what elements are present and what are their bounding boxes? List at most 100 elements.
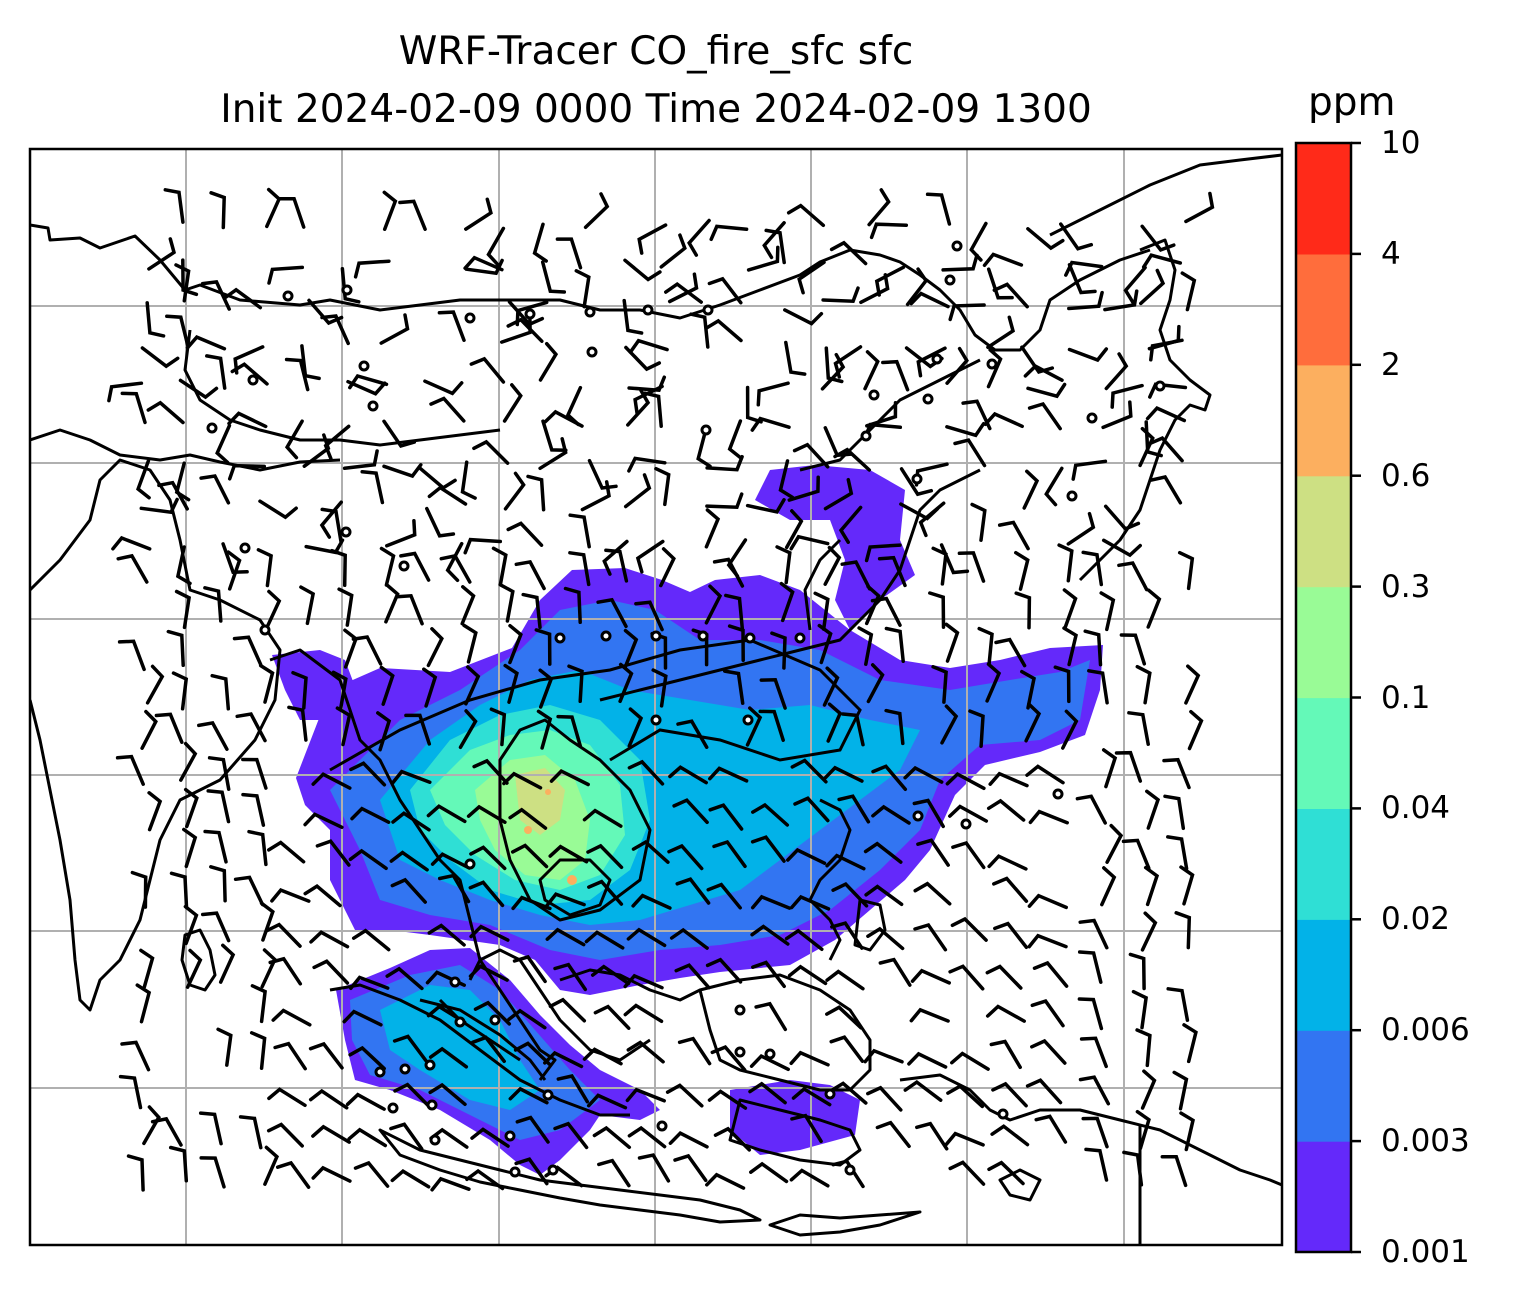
wind-barb [218,943,236,984]
colorbar-tick-label: 0.6 [1381,457,1431,494]
wind-barb [871,764,908,792]
wind-barb [1135,664,1152,705]
wind-barb [521,592,542,630]
wind-barb [145,301,166,338]
wind-barb [508,1086,549,1105]
wind-barb [258,663,275,704]
wind-barb [508,623,523,665]
wind-barb [992,876,1029,903]
wind-barb [507,1008,547,1030]
wind-barb [238,1115,263,1150]
wind-barb [330,548,347,588]
wind-barb [622,298,644,335]
wind-barb [987,1160,1025,1186]
wind-barb [1141,253,1183,269]
wind-barb [473,1000,512,1026]
wind-barb [458,709,478,750]
wind-barb [423,379,464,396]
wind-barb [968,709,985,748]
wind-barb [916,346,947,378]
wind-barb [745,706,763,747]
wind-barb [335,706,352,747]
wind-barb [120,391,147,425]
wind-barb [871,804,911,825]
wind-barb [951,840,986,870]
colorbar-tick-label: 0.006 [1381,1012,1470,1049]
wind-barb [659,233,687,269]
wind-barb [582,1047,623,1066]
wind-barb [249,1031,267,1070]
wind-barb [226,550,242,591]
wind-barb [944,622,960,663]
wind-barb [941,253,979,272]
wind-barb [353,259,391,279]
wind-barb [1184,191,1215,224]
wind-barb [198,1111,223,1146]
wind-barb [710,1045,747,1072]
wind-barb [278,196,306,229]
wind-barb [291,670,308,710]
wind-barb [199,474,231,505]
wind-barb [548,844,589,864]
wind-barb [857,626,874,666]
wind-barb [139,497,179,515]
wind-barb [867,188,891,227]
wind-barb [1079,1036,1108,1069]
wind-barb [1025,1078,1063,1105]
wind-barb [829,1081,868,1105]
wind-barb [353,1160,390,1188]
wind-barb [865,400,898,428]
wind-barb [626,927,667,948]
wind-barb [227,411,268,429]
wind-barb [1057,543,1074,583]
wind-barb [511,895,552,911]
wind-barb [1149,475,1183,505]
wind-barb [185,948,203,989]
wind-barb [384,583,400,624]
wind-barb [750,835,786,863]
wind-barb [986,348,1003,389]
wind-barb [556,1074,590,1104]
wind-barb [227,463,267,481]
wind-barb [945,346,969,385]
wind-barb [823,765,864,783]
wind-barb [1103,289,1139,312]
wind-barb [1177,550,1195,591]
wind-barb [1114,750,1143,783]
colorbar-band-1 [1296,1030,1351,1142]
wind-barb [627,759,665,786]
plume-korea-yellow-sea [755,465,915,630]
wind-barb [905,267,929,307]
wind-barb [532,222,548,263]
wind-barb [538,668,554,709]
wind-barb [464,197,493,231]
wind-barb [628,338,669,354]
wind-barb [120,1040,151,1072]
wind-barb [1025,764,1065,785]
wind-barb [1105,823,1124,864]
plume-hotspot-2 [524,826,532,834]
wind-barb [709,224,749,242]
wind-barb [256,548,273,588]
wind-barb [545,892,586,907]
wind-barb [948,303,986,322]
wind-barb [427,923,466,947]
wind-barb [463,255,504,272]
wind-barb [863,1048,904,1064]
wind-barb [1023,364,1064,382]
wind-barb [349,761,387,787]
wind-barb [687,218,711,257]
wind-barb [203,829,228,864]
wind-barb [1145,405,1187,423]
wind-barb [674,963,711,990]
wind-barb [145,664,165,705]
colorbar-band-5 [1296,586,1351,699]
wind-barb [1014,550,1030,591]
wind-barb [696,427,712,468]
wind-barb [165,314,190,349]
wind-barb [308,1088,349,1110]
wind-barb [404,713,432,746]
colorbar-tick-label: 2 [1381,346,1401,383]
wind-barb [470,1035,506,1064]
wind-barb [722,669,745,705]
